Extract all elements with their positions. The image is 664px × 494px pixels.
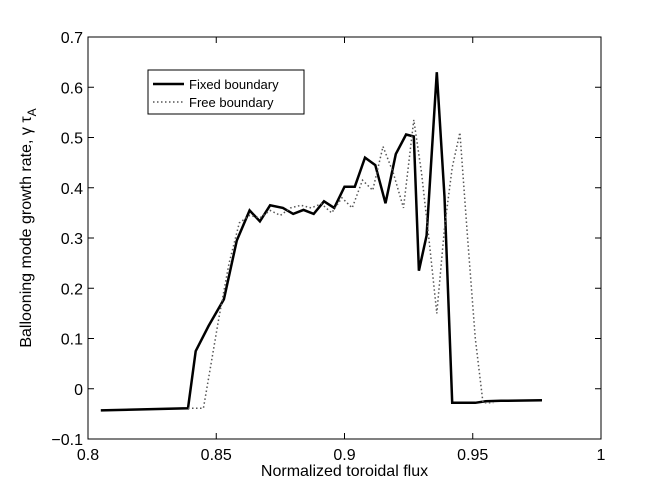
series-line-fixed-boundary: [100, 72, 543, 412]
y-tick-label: −0.1: [51, 432, 83, 449]
y-tick-label: 0: [74, 382, 83, 399]
y-axis-title-main: Ballooning mode growth rate, γ τ: [18, 116, 35, 348]
series-line-free-boundary: [188, 119, 494, 410]
y-tick-label: 0.2: [61, 281, 83, 298]
y-axis-title: Ballooning mode growth rate, γ τA: [18, 108, 39, 347]
y-tick-label: 0.3: [61, 231, 83, 248]
y-tick-label: 0.4: [61, 181, 83, 198]
axis-tick-labels: 0.8 0.85 0.9 0.95 1 −0.1 0 0.1 0.2 0.3 0.4 0.5 0.6 0.…: [51, 30, 605, 464]
legend-label-free-boundary: Free boundary: [189, 95, 274, 110]
axis-ticks: [87, 36, 602, 440]
x-tick-label: 0.9: [333, 447, 355, 464]
y-tick-label: 0.7: [61, 30, 83, 47]
y-tick-label: 0.5: [61, 131, 83, 148]
series-layer: [100, 72, 543, 412]
legend-label-fixed-boundary: Fixed boundary: [189, 77, 279, 92]
x-tick-label: 1: [597, 447, 606, 464]
y-tick-label: 0.1: [61, 332, 83, 349]
y-axis-title-subscript: A: [25, 108, 39, 116]
legend-box: [147, 69, 305, 115]
x-axis-title: Normalized toroidal flux: [261, 463, 428, 480]
legend: Fixed boundary Free boundary: [147, 69, 305, 115]
y-tick-label: 0.6: [61, 80, 83, 97]
x-tick-label: 0.85: [201, 447, 232, 464]
x-tick-label: 0.95: [457, 447, 488, 464]
x-tick-label: 0.8: [77, 447, 99, 464]
